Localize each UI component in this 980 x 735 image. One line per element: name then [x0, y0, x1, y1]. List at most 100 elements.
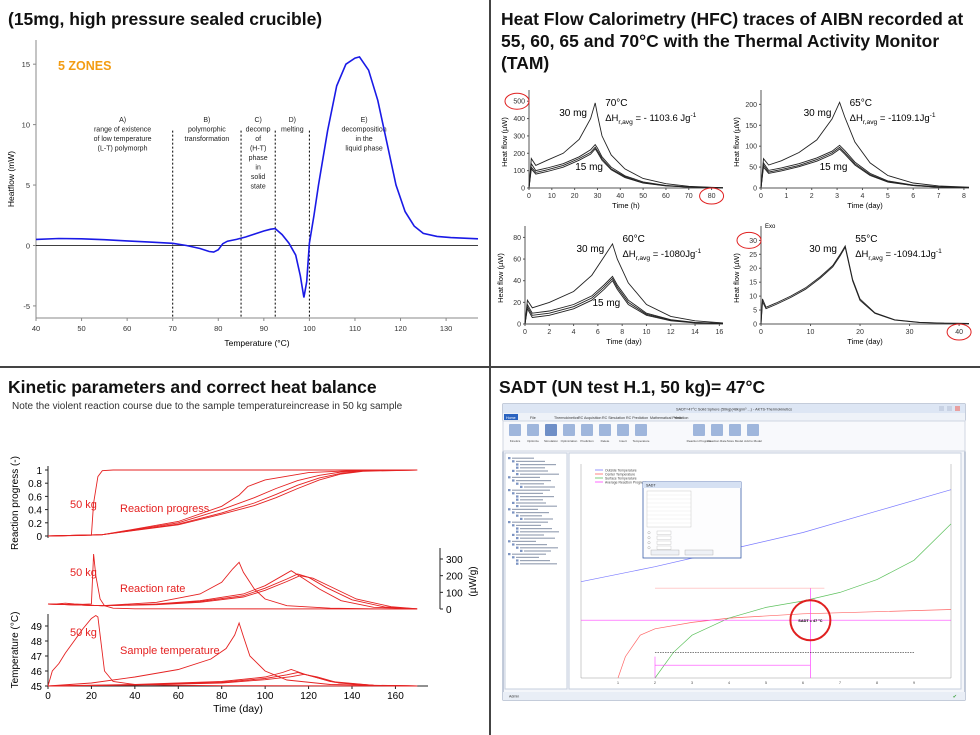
panel-note: Note the violent reaction course due to …: [12, 401, 403, 412]
dialog-input: [656, 545, 672, 550]
rate-curve: [47, 561, 418, 610]
y-tick-label: 20: [749, 266, 757, 273]
sadt-curve: [580, 489, 952, 583]
panel-title: (15mg, high pressure sealed crucible): [8, 9, 323, 29]
tree-node-icon: [516, 495, 519, 498]
right-tick-label: 200: [446, 572, 463, 583]
menu-item: RC Acquisition: [578, 416, 601, 420]
tree-node-icon: [520, 517, 523, 520]
tam-trace: [760, 246, 970, 325]
mass-label-30: 30 mg: [809, 244, 837, 255]
tree-node-icon: [512, 524, 515, 527]
tree-node-label: [512, 540, 536, 542]
x-tick-label: 2: [654, 680, 657, 685]
x-tick-label: 0: [759, 329, 763, 336]
menu-item: Mathematical Prediction: [650, 416, 688, 420]
panel-title: Heat Flow Calorimetry (HFC) traces of AI…: [501, 9, 964, 73]
x-tick-label: 130: [440, 324, 453, 333]
ribbon-label: Temperature: [633, 439, 650, 443]
zone-label: melting: [281, 127, 304, 134]
temperature-curve: [47, 614, 418, 687]
tree-node-icon: [512, 511, 515, 514]
x-tick-label: 1: [617, 680, 620, 685]
x-tick-label: 6: [802, 680, 805, 685]
tree-node-label: [512, 553, 546, 555]
x-tick-label: 2: [810, 193, 814, 200]
progress-curve: [47, 469, 418, 537]
y-tick-label: 30: [749, 238, 757, 245]
dsc-chart: 40 50 60 70 80 90 100 110 120 130 -5 0 5 10 15 5 ZONES A…: [6, 40, 479, 348]
mass-label-30: 30 mg: [804, 108, 832, 119]
y-tick-label: -5: [23, 302, 30, 311]
ribbon-icon: [563, 424, 575, 436]
x-axis-label: Time (day): [847, 337, 883, 346]
tree-node-label: [516, 492, 543, 494]
dialog-title-bar: [643, 482, 741, 488]
x-tick-label: 70: [685, 193, 693, 200]
x-tick-label: 10: [643, 329, 651, 336]
panel-kinetic: Kinetic parameters and correct heat bala…: [0, 368, 489, 735]
ribbon-label: Optimization: [561, 439, 578, 443]
legend-label: Average Reaction Progress: [605, 480, 647, 484]
y-tick-label: 5: [26, 181, 30, 190]
panel-sadt: SADT (UN test H.1, 50 kg)= 47°C SADT=47°…: [491, 368, 980, 735]
zone-label: D): [289, 117, 296, 124]
title-bar: [503, 404, 965, 413]
tree-node-icon: [516, 514, 519, 517]
sadt-app-window: SADT=47°C Solid Sphere (50kg)(48kg/m³ ..…: [502, 403, 966, 701]
sadt-annotation: SADT = 47 °C: [798, 619, 822, 623]
x-tick-label: 6: [596, 329, 600, 336]
tree-node-icon: [516, 505, 519, 508]
tree-node-label: [520, 537, 555, 539]
tree-node-label: [520, 473, 559, 475]
zone-label: in the: [356, 136, 373, 143]
enthalpy-label: ΔHr,avg = -1080Jg-1: [622, 248, 701, 262]
mass-label-15: 15 mg: [592, 298, 620, 309]
x-tick-label: 8: [876, 680, 879, 685]
tam-subplot: 0 1 2 3 4 5 6 7 8 0 50 100 150 200 Time (day) Heat flow…: [732, 90, 970, 210]
y-tick-label: 0: [753, 186, 757, 193]
y-tick-label: 1: [36, 466, 42, 477]
y-tick-label: 300: [513, 133, 525, 140]
dialog-input: [656, 540, 672, 545]
tree-node-icon: [512, 479, 515, 482]
tree-node-icon: [512, 492, 515, 495]
y-tick-label: 0.4: [28, 506, 42, 517]
legend-label: Surface Temperature: [605, 476, 637, 480]
x-tick-label: 60: [123, 324, 131, 333]
zone-label: E): [361, 117, 368, 124]
menu-item: File: [530, 416, 536, 420]
right-axis-label: (µW/g): [468, 566, 479, 596]
panel-tam: Heat Flow Calorimetry (HFC) traces of AI…: [491, 0, 980, 366]
y-tick-label: 60: [513, 257, 521, 264]
x-tick-label: 80: [216, 691, 228, 702]
tree-node-icon: [508, 489, 511, 492]
temperature-label: 65°C: [850, 98, 872, 109]
tree-node-icon: [512, 533, 515, 536]
x-tick-label: 9: [913, 680, 916, 685]
dialog-input: [656, 535, 672, 540]
tree-node-label: [520, 528, 552, 530]
highlight-circle: [736, 231, 762, 249]
y-tick-label: 0.2: [28, 519, 42, 530]
ribbon-icon: [711, 424, 723, 436]
x-tick-label: 8: [620, 329, 624, 336]
mass-label: 50 kg: [70, 567, 97, 579]
zone-label: A): [119, 117, 126, 124]
x-tick-label: 80: [214, 324, 222, 333]
tree-node-icon: [516, 463, 519, 466]
tree-node-label: [520, 499, 543, 501]
x-tick-label: 120: [300, 691, 317, 702]
mass-label-15: 15 mg: [575, 162, 603, 173]
zone-label: B): [203, 117, 210, 124]
x-tick-label: 3: [691, 680, 694, 685]
legend-label: Center Temperature: [605, 472, 635, 476]
tree-node-label: [516, 502, 546, 504]
y-tick-label: 0: [521, 186, 525, 193]
tree-node-label: [524, 518, 553, 520]
tree-node-icon: [516, 562, 519, 565]
temperature-curve: [47, 673, 418, 687]
ribbon-icon: [527, 424, 539, 436]
y-axis-label: Heatflow (mW): [6, 151, 16, 207]
